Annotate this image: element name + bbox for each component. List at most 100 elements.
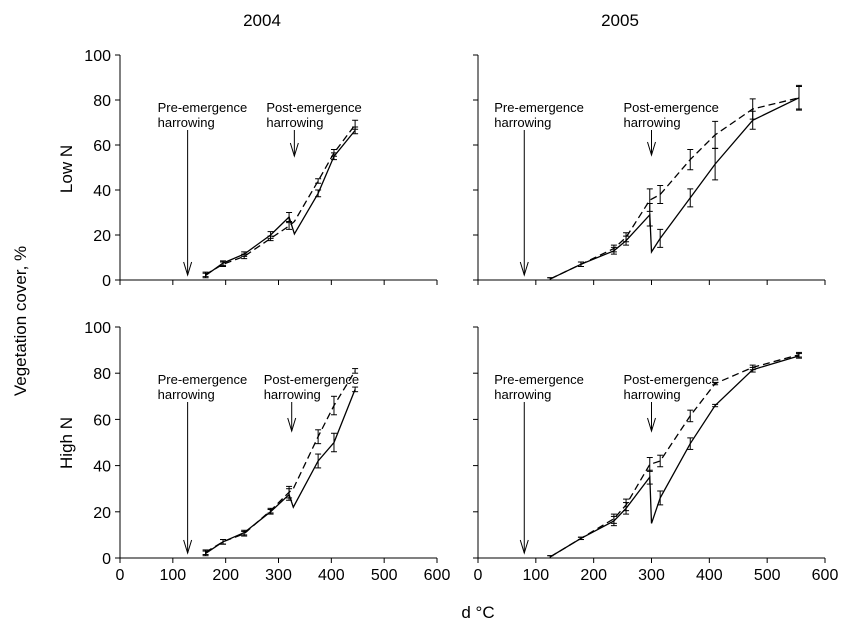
series-line-solid [205, 129, 356, 277]
y-tick-label: 0 [102, 273, 111, 290]
panel-2004-high-n: 0 100 200 300 400 500 600 0 20 40 60 80 100 Pre-emerg… [84, 320, 450, 584]
error-bar [795, 84, 802, 111]
x-tick-label: 0 [116, 567, 125, 584]
error-bar [241, 530, 248, 537]
error-bar [687, 188, 694, 208]
error-bar [657, 228, 664, 248]
error-bar [687, 149, 694, 171]
y-tick-label: 40 [93, 459, 111, 476]
error-bar [267, 235, 274, 242]
error-bar [286, 212, 293, 222]
error-bar [330, 149, 337, 157]
column-title-2005: 2005 [601, 11, 639, 30]
series-line-solid [205, 389, 356, 554]
error-bar [315, 429, 322, 445]
error-bar [795, 351, 802, 358]
annotation-label: Post-emergence harrowing [624, 372, 719, 402]
panel-2005-high-n: 0 100 200 300 400 500 600 Pre-emergence harrowin… [473, 326, 839, 584]
error-bar [646, 188, 653, 212]
row-title-high-n: High N [57, 417, 76, 469]
x-tick-label: 400 [696, 567, 723, 584]
error-bar [577, 261, 584, 267]
x-tick-label: 600 [812, 567, 839, 584]
y-tick-label: 20 [93, 228, 111, 245]
error-bar [352, 368, 359, 374]
error-bar [220, 261, 227, 267]
error-bar [610, 513, 617, 524]
y-tick-label: 20 [93, 505, 111, 522]
error-bar [315, 178, 322, 184]
error-bar [646, 469, 653, 485]
error-bar [547, 555, 554, 559]
x-tick-label: 500 [754, 567, 781, 584]
x-tick-label: 500 [371, 567, 398, 584]
annotation-label: Pre-emergence harrowing [494, 100, 584, 130]
arrow-head [289, 142, 299, 158]
y-tick-label: 40 [93, 183, 111, 200]
error-bar [623, 232, 630, 243]
panel-2004-low-n: 0 20 40 60 80 100 Pre-emergence harrowing Post-e… [84, 48, 438, 290]
error-bar [712, 120, 719, 149]
x-axis-label: d °C [461, 603, 494, 622]
arrow-head [647, 141, 656, 157]
y-tick-label: 80 [93, 93, 111, 110]
y-tick-label: 100 [84, 320, 111, 337]
error-bar [202, 271, 209, 278]
error-bar [657, 454, 664, 468]
annotation-label: Post-emergence harrowing [264, 372, 359, 402]
arrow-head [519, 261, 529, 277]
y-axis-label: Vegetation cover, % [11, 246, 30, 396]
error-bar [202, 549, 209, 556]
x-tick-label: 100 [522, 567, 549, 584]
error-bar [687, 437, 694, 450]
error-bar [315, 189, 322, 198]
y-tick-label: 80 [93, 366, 111, 383]
error-bar [712, 403, 719, 408]
x-tick-label: 100 [159, 567, 186, 584]
error-bar [315, 453, 322, 469]
error-bar [749, 364, 756, 371]
error-bar [286, 485, 293, 499]
error-bar [749, 98, 756, 120]
series-line-dashed [205, 124, 356, 275]
x-tick-label: 0 [474, 567, 483, 584]
error-bar [330, 432, 337, 453]
x-tick-label: 300 [638, 567, 665, 584]
annotation-label: Pre-emergence harrowing [158, 372, 248, 402]
error-bar [657, 490, 664, 506]
annotation-label: Pre-emergence harrowing [494, 372, 584, 402]
error-bar [330, 395, 337, 416]
arrow-head [183, 539, 193, 555]
error-bar [712, 147, 719, 181]
arrow-head [183, 261, 193, 277]
error-bar [547, 277, 554, 281]
error-bar [241, 253, 248, 260]
x-tick-label: 400 [318, 567, 345, 584]
x-tick-label: 300 [265, 567, 292, 584]
error-bar [623, 498, 630, 512]
x-tick-label: 200 [212, 567, 239, 584]
error-bar [352, 386, 359, 393]
y-tick-label: 60 [93, 412, 111, 429]
error-bar [646, 457, 653, 472]
y-tick-label: 0 [102, 551, 111, 568]
x-tick-label: 200 [580, 567, 607, 584]
x-tick-label: 600 [424, 567, 451, 584]
arrow-head [519, 539, 529, 555]
error-bar [220, 539, 227, 545]
error-bar [712, 381, 719, 386]
error-bar [286, 222, 293, 230]
series-line-solid [550, 97, 800, 280]
panel-2005-low-n: Pre-emergence harrowing Post-emergence harr… [473, 54, 826, 285]
error-bar [267, 507, 274, 514]
error-bar [657, 185, 664, 204]
annotation-label: Post-emergence harrowing [266, 100, 361, 130]
error-bar [610, 244, 617, 253]
arrow-head [647, 417, 656, 433]
series-line-solid [549, 355, 800, 558]
y-tick-label: 60 [93, 138, 111, 155]
error-bar [577, 536, 584, 541]
annotation-label: Pre-emergence harrowing [158, 100, 248, 130]
series-line-dashed [550, 97, 800, 280]
